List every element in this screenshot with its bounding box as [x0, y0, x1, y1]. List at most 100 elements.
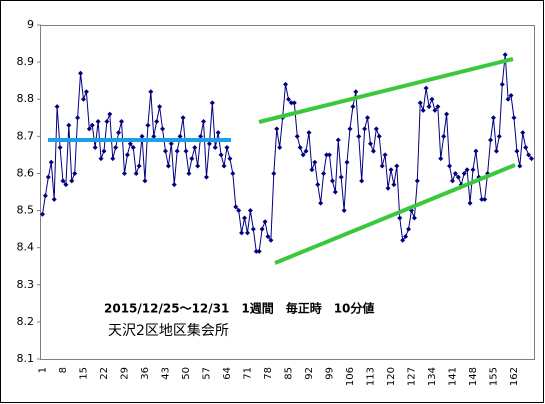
data-point — [526, 152, 532, 158]
data-point — [201, 118, 207, 124]
data-point — [508, 93, 514, 99]
data-point — [39, 211, 45, 217]
data-point — [470, 167, 476, 173]
data-point — [119, 118, 125, 124]
x-tick-label: 120 — [386, 367, 397, 386]
data-point — [294, 133, 300, 139]
data-point — [391, 182, 397, 188]
data-point — [221, 163, 227, 169]
data-point — [130, 144, 136, 150]
x-tick-label: 8 — [58, 367, 69, 373]
data-point — [444, 111, 450, 117]
data-point — [203, 174, 209, 180]
data-point — [382, 152, 388, 158]
data-point — [365, 115, 371, 121]
data-point — [80, 96, 86, 102]
x-tick-label: 1 — [37, 367, 48, 373]
data-point — [406, 226, 412, 232]
data-point — [350, 104, 356, 110]
data-point — [511, 115, 517, 121]
data-point — [429, 96, 435, 102]
data-point — [54, 104, 60, 110]
x-tick-label: 127 — [406, 367, 417, 386]
data-point — [89, 122, 95, 128]
data-point — [262, 219, 268, 225]
data-point — [520, 130, 526, 136]
x-tick-label: 85 — [283, 367, 294, 380]
data-point — [265, 234, 271, 240]
data-point — [321, 170, 327, 176]
data-point — [160, 126, 166, 132]
y-tick-label: 9 — [27, 18, 34, 31]
data-point — [367, 141, 373, 147]
data-point — [426, 104, 432, 110]
data-point — [438, 156, 444, 162]
data-point — [496, 133, 502, 139]
data-point — [215, 130, 221, 136]
data-point — [394, 163, 400, 169]
x-tick-label: 64 — [222, 367, 233, 380]
data-point — [101, 148, 107, 154]
data-point — [133, 170, 139, 176]
data-point — [362, 126, 368, 132]
data-point — [329, 178, 335, 184]
data-point — [502, 52, 508, 58]
data-point — [359, 178, 365, 184]
data-point — [247, 208, 253, 214]
data-point — [253, 248, 259, 254]
data-point — [373, 126, 379, 132]
data-point — [326, 152, 332, 158]
x-tick-label: 155 — [488, 367, 499, 386]
data-point — [385, 185, 391, 191]
data-point — [488, 137, 494, 143]
data-point — [400, 237, 406, 243]
data-point — [411, 215, 417, 221]
data-point — [455, 174, 461, 180]
annotation: 天沢2区地区集会所 — [108, 322, 229, 339]
y-tick-label: 8.4 — [17, 241, 35, 254]
x-tick-label: 71 — [242, 367, 253, 380]
data-point — [127, 141, 133, 147]
data-point — [227, 156, 233, 162]
data-point — [177, 133, 183, 139]
x-tick-label: 141 — [447, 367, 458, 386]
data-point — [285, 96, 291, 102]
data-point — [113, 144, 119, 150]
y-tick-label: 8.7 — [17, 129, 35, 142]
data-point — [83, 89, 89, 95]
data-point — [441, 133, 447, 139]
data-point — [92, 144, 98, 150]
x-tick-label: 50 — [181, 367, 192, 380]
data-point — [417, 100, 423, 106]
data-point — [60, 178, 66, 184]
data-point — [183, 148, 189, 154]
y-tick-label: 8.5 — [17, 204, 35, 217]
data-point — [288, 100, 294, 106]
data-point — [505, 96, 511, 102]
data-point — [236, 208, 242, 214]
data-point — [136, 163, 142, 169]
data-point — [66, 122, 72, 128]
data-point — [250, 226, 256, 232]
data-point — [86, 126, 92, 132]
x-tick-label: 92 — [304, 367, 315, 380]
data-point — [171, 182, 177, 188]
data-point — [145, 122, 151, 128]
data-point — [376, 133, 382, 139]
data-point — [435, 104, 441, 110]
data-point — [212, 144, 218, 150]
data-point — [168, 141, 174, 147]
data-point — [423, 85, 429, 91]
x-tick-label: 57 — [201, 367, 212, 380]
data-point — [283, 81, 289, 87]
data-point — [157, 104, 163, 110]
data-point — [209, 100, 215, 106]
data-point — [420, 107, 426, 113]
data-point — [499, 81, 505, 87]
data-point — [473, 148, 479, 154]
data-point — [78, 70, 84, 76]
data-point — [121, 170, 127, 176]
data-point — [174, 148, 180, 154]
data-point — [148, 89, 154, 95]
